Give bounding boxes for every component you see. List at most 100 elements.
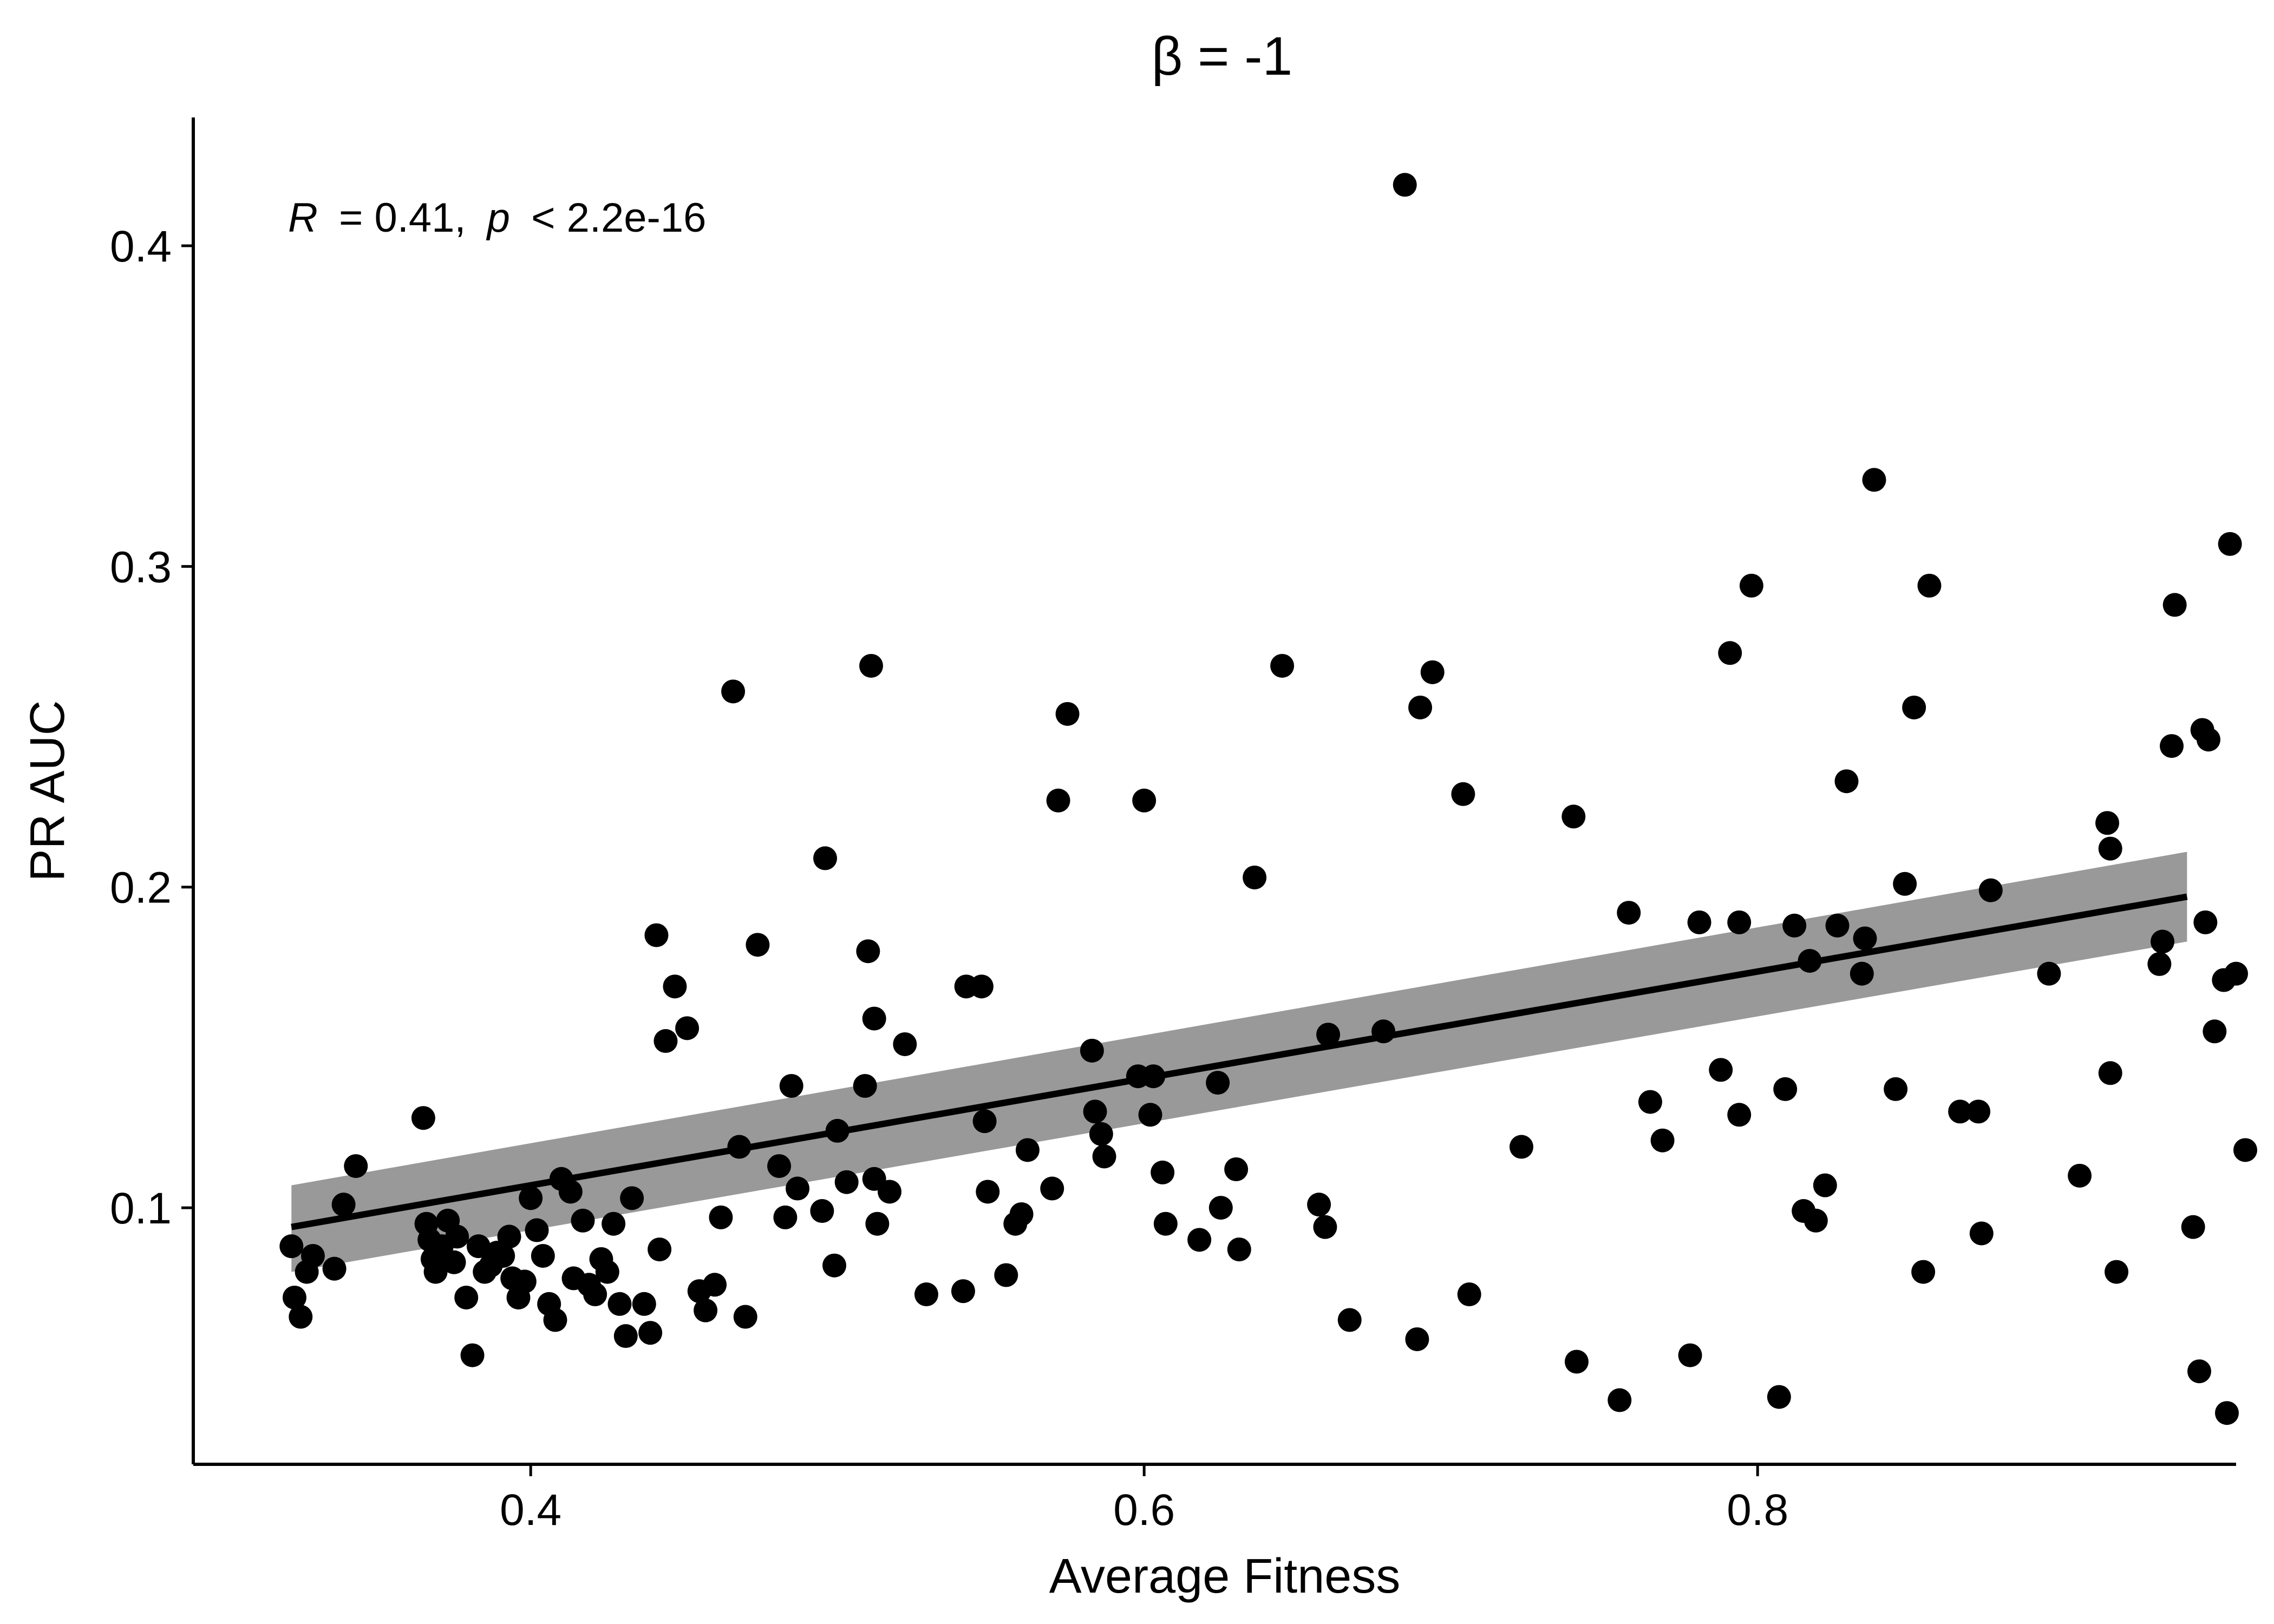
data-point <box>2160 734 2184 758</box>
data-point <box>1884 1077 1908 1101</box>
data-point <box>2098 1061 2122 1085</box>
data-point <box>2151 929 2175 954</box>
x-axis-label: Average Fitness <box>1049 1549 1401 1603</box>
y-tick-label: 0.1 <box>110 1184 172 1233</box>
points-layer <box>279 173 2257 1425</box>
data-point <box>1089 1122 1113 1146</box>
r-value: = 0.41, <box>339 195 466 241</box>
data-point <box>289 1305 313 1329</box>
data-point <box>344 1154 368 1178</box>
x-ticks: 0.4 0.6 0.8 <box>500 1464 1788 1535</box>
regression-line <box>291 893 2188 1230</box>
data-point <box>2218 532 2242 556</box>
data-point <box>322 1256 347 1281</box>
p-symbol: p <box>486 195 510 241</box>
data-point <box>1813 1173 1837 1197</box>
data-point <box>1834 769 1859 794</box>
data-point <box>1917 573 1942 598</box>
data-point <box>466 1234 491 1259</box>
data-point <box>822 1253 847 1278</box>
data-point <box>2098 836 2122 861</box>
data-point <box>1893 872 1917 896</box>
data-point <box>583 1282 607 1307</box>
data-point <box>1080 1038 1104 1063</box>
data-point <box>1561 804 1586 829</box>
data-point <box>767 1154 792 1178</box>
data-point <box>1055 702 1080 726</box>
data-point <box>454 1285 479 1309</box>
data-point <box>1564 1350 1589 1374</box>
data-point <box>1015 1138 1040 1162</box>
data-point <box>1009 1202 1034 1226</box>
data-point <box>1650 1128 1675 1152</box>
data-point <box>1243 865 1267 889</box>
data-point <box>602 1212 626 1236</box>
data-point <box>613 1324 638 1348</box>
data-point <box>607 1292 632 1316</box>
data-point <box>1510 1135 1534 1159</box>
data-point <box>1850 961 1874 986</box>
data-point <box>1224 1157 1249 1182</box>
data-point <box>779 1073 803 1098</box>
data-point <box>746 933 770 957</box>
data-point <box>512 1269 537 1294</box>
data-point <box>1151 1160 1175 1184</box>
data-point <box>2147 952 2172 976</box>
data-point <box>1316 1023 1341 1047</box>
data-point <box>862 1006 886 1031</box>
data-point <box>1420 660 1445 684</box>
data-point <box>1638 1090 1662 1114</box>
data-point <box>994 1263 1018 1287</box>
data-point <box>423 1260 448 1284</box>
data-point <box>1307 1193 1331 1217</box>
data-point <box>654 1029 678 1053</box>
x-tick-label: 0.8 <box>1727 1485 1788 1535</box>
data-point <box>786 1176 810 1201</box>
data-point <box>543 1308 567 1332</box>
data-point <box>2105 1260 2129 1284</box>
data-point <box>331 1193 356 1217</box>
data-point <box>2037 961 2061 986</box>
data-point <box>1727 910 1752 934</box>
data-point <box>865 1212 890 1236</box>
data-point <box>1727 1103 1752 1127</box>
data-point <box>1718 641 1742 665</box>
data-point <box>810 1199 834 1223</box>
data-point <box>1313 1215 1337 1239</box>
data-point <box>1405 1327 1429 1351</box>
data-point <box>1153 1212 1178 1236</box>
data-point <box>644 923 669 947</box>
data-point <box>972 1109 997 1134</box>
data-point <box>1608 1388 1632 1412</box>
data-point <box>914 1282 938 1307</box>
data-point <box>1862 468 1886 492</box>
data-point <box>595 1260 619 1284</box>
data-point <box>497 1224 521 1249</box>
data-point <box>1337 1308 1362 1332</box>
data-point <box>2233 1138 2257 1162</box>
y-tick-label: 0.4 <box>110 222 172 271</box>
data-point <box>675 1016 700 1040</box>
y-ticks: 0.1 0.2 0.3 0.4 <box>110 222 193 1233</box>
data-point <box>853 1073 877 1098</box>
data-point <box>733 1305 757 1329</box>
data-point <box>1782 913 1807 938</box>
data-point <box>709 1205 733 1229</box>
data-point <box>1040 1176 1064 1201</box>
data-point <box>1227 1237 1251 1262</box>
data-point <box>2203 1019 2227 1044</box>
data-point <box>1138 1103 1162 1127</box>
data-point <box>951 1279 975 1304</box>
data-point <box>2187 1359 2212 1384</box>
data-point <box>1408 695 1433 719</box>
x-tick-label: 0.4 <box>500 1485 561 1535</box>
data-point <box>2162 593 2187 617</box>
data-point <box>1687 910 1711 934</box>
data-point <box>1773 1077 1798 1101</box>
data-point <box>663 974 687 999</box>
data-point <box>2215 1401 2239 1425</box>
data-point <box>1825 913 1850 938</box>
data-point <box>2095 811 2120 835</box>
data-point <box>558 1180 583 1204</box>
data-point <box>648 1237 672 1262</box>
